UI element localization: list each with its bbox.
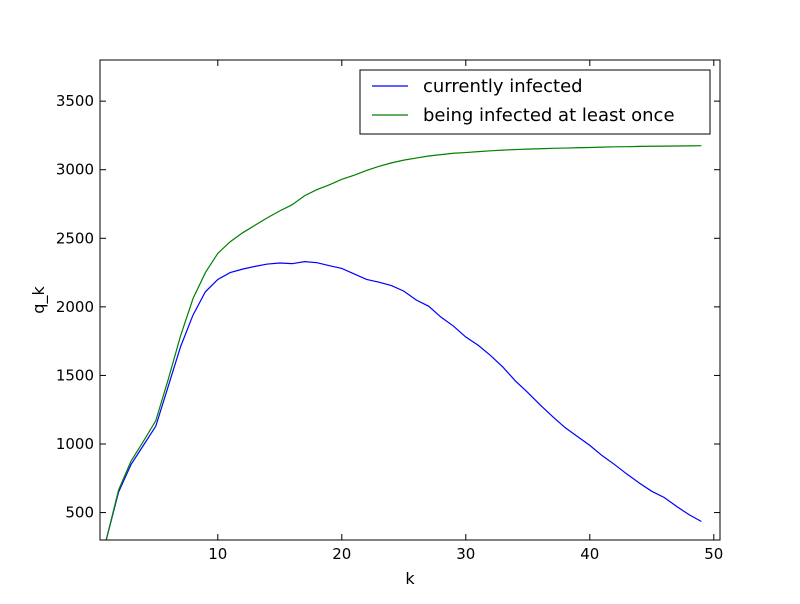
x-axis-label: k xyxy=(405,569,415,588)
x-tick-label: 40 xyxy=(580,545,599,563)
y-axis-label: q_k xyxy=(29,286,49,314)
x-tick-label: 10 xyxy=(208,545,227,563)
y-tick-label: 2000 xyxy=(56,298,94,316)
legend: currently infected being infected at lea… xyxy=(359,69,711,135)
x-tick-label: 30 xyxy=(456,545,475,563)
y-tick-label: 500 xyxy=(65,504,94,522)
legend-label-infected-at-least-once: being infected at least once xyxy=(423,105,675,126)
plot-frame xyxy=(99,59,721,541)
series-line-currently-infected xyxy=(105,260,702,540)
series-line-infected-at-least-once xyxy=(105,145,702,540)
legend-box xyxy=(359,69,711,135)
x-tick-label: 20 xyxy=(332,545,351,563)
legend-label-currently-infected: currently infected xyxy=(423,76,583,97)
y-tick-label: 3000 xyxy=(56,161,94,179)
y-tick-label: 2500 xyxy=(56,229,94,247)
x-tick-label: 50 xyxy=(704,545,723,563)
y-tick-label: 1500 xyxy=(56,366,94,384)
axis-ticks: 10 20 30 40 50 500 1000 1500 2000 2500 3000 3500 xyxy=(56,60,723,563)
series-lines xyxy=(105,145,702,540)
y-tick-label: 1000 xyxy=(56,435,94,453)
y-tick-label: 3500 xyxy=(56,92,94,110)
